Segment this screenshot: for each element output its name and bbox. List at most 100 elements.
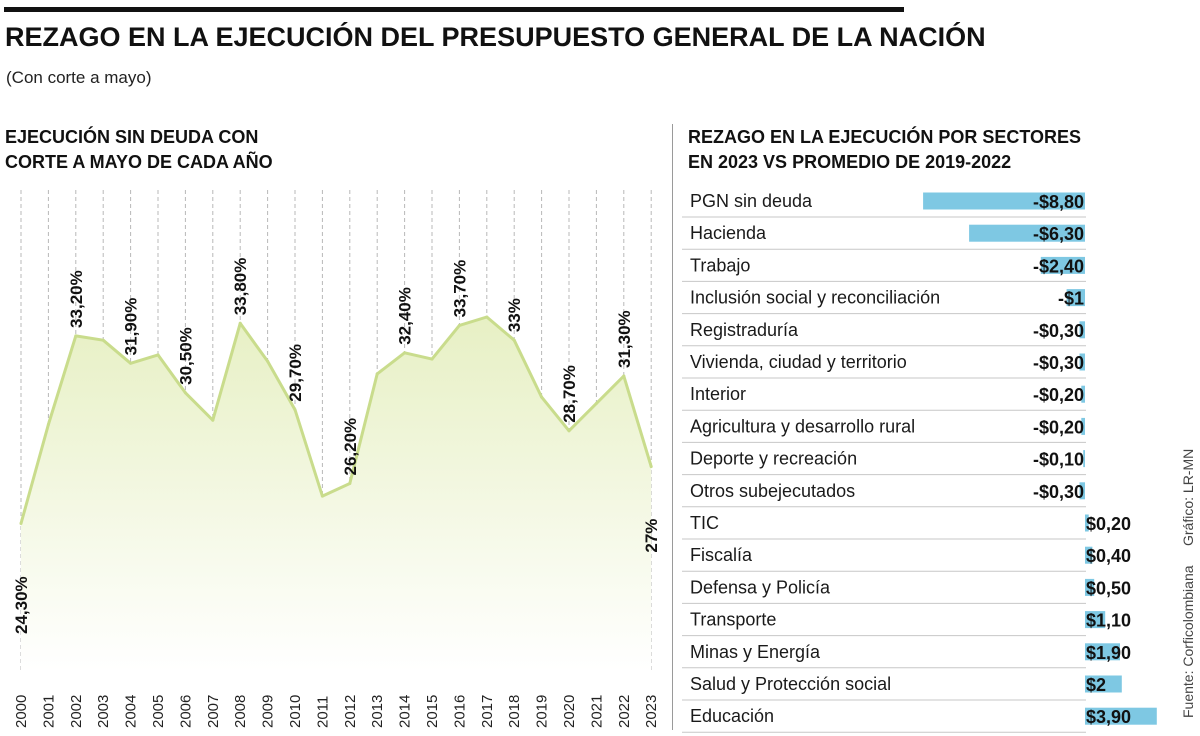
x-tick-2010: 2010 [287,695,304,728]
category-label-defensa-y-policia: Defensa y Policía [690,577,831,597]
x-tick-2006: 2006 [177,695,194,728]
data-label-2002: 33,20% [67,270,86,328]
point-2011 [320,494,324,498]
value-label-pgn-sin-deuda: -$8,80 [1033,192,1084,212]
value-label-hacienda: -$6,30 [1033,224,1084,244]
value-label-interior: -$0,20 [1033,385,1084,405]
category-label-pgn-sin-deuda: PGN sin deuda [690,191,813,211]
value-label-salud-y-proteccion-social: $2 [1086,675,1106,695]
bar-defensa-y-policia [1085,578,1095,596]
category-label-agricultura-y-desarrollo-rural: Agricultura y desarrollo rural [690,416,915,436]
data-label-2010: 29,70% [286,344,305,402]
data-label-2000: 24,30% [12,576,31,634]
value-label-fiscalia: $0,40 [1086,546,1131,566]
point-2020 [567,429,571,433]
point-2012 [348,482,352,485]
bar-deporte-y-recreacion [1083,450,1085,468]
bar-fiscalia [1085,546,1093,564]
data-label-2006: 30,50% [176,327,195,385]
x-tick-2005: 2005 [150,695,167,728]
category-label-transporte: Transporte [690,610,776,630]
point-2010 [293,408,297,412]
category-label-inclusion-social-y-reconciliacion: Inclusión social y reconciliación [690,288,940,308]
page-subtitle: (Con corte a mayo) [6,68,152,87]
x-tick-2009: 2009 [260,695,277,728]
x-tick-2001: 2001 [40,695,57,728]
line-chart-title: EJECUCIÓN SIN DEUDA CON CORTE A MAYO DE … [5,125,305,175]
data-label-2012: 26,20% [341,418,360,476]
point-2015 [430,357,434,361]
category-label-interior: Interior [690,384,746,404]
value-label-inclusion-social-y-reconciliacion: -$1 [1058,289,1084,309]
x-tick-2003: 2003 [95,695,112,728]
data-label-2008: 33,80% [231,258,250,316]
point-2003 [101,338,105,342]
point-2023 [649,465,653,469]
value-label-transporte: $1,10 [1086,611,1131,631]
point-2009 [266,359,270,363]
bar-educacion [1085,707,1157,725]
x-tick-2000: 2000 [13,695,30,728]
category-label-hacienda: Hacienda [690,223,767,243]
x-tick-2013: 2013 [369,695,386,728]
point-2014 [403,351,407,355]
point-2000 [19,522,23,525]
category-label-registraduria: Registraduría [690,320,799,340]
data-label-2014: 32,40% [396,287,415,345]
bar-vivienda-ciudad-y-territorio [1079,353,1085,371]
value-label-registraduria: -$0,30 [1033,321,1084,341]
category-label-minas-y-energia: Minas y Energía [690,642,821,662]
category-label-tic: TIC [690,513,719,533]
x-tick-2007: 2007 [205,695,222,728]
value-label-trabajo: -$2,40 [1033,256,1084,276]
x-tick-2016: 2016 [451,695,468,728]
point-2019 [540,395,544,399]
category-label-deporte-y-recreacion: Deporte y recreación [690,449,857,469]
value-label-agricultura-y-desarrollo-rural: -$0,20 [1033,417,1084,437]
bar-inclusion-social-y-reconciliacion [1066,289,1085,307]
bar-agricultura-y-desarrollo-rural [1081,417,1085,435]
value-label-tic: $0,20 [1086,514,1131,534]
line-chart-title-line-2: CORTE A MAYO DE CADA AÑO [5,152,273,172]
bar-pgn-sin-deuda [923,192,1085,210]
x-tick-2018: 2018 [506,695,523,728]
value-label-educacion: $3,90 [1086,707,1131,727]
bar-hacienda [969,224,1085,242]
bar-registraduria [1079,321,1085,339]
x-tick-2014: 2014 [397,695,414,728]
graphic-credit: Gráfico: LR-MN [1180,448,1196,546]
area-fill [21,317,652,671]
point-2001 [46,423,50,426]
bar-chart-title-line-1: REZAGO EN LA EJECUCIÓN POR SECTORES [688,127,1082,147]
bar-tic [1085,514,1089,532]
panel-divider [672,124,673,730]
top-rule [4,7,904,12]
bar-chart-title-line-2: EN 2023 VS PROMEDIO DE 2019-2022 [688,152,1012,172]
line-chart-title-line-1: EJECUCIÓN SIN DEUDA CON [5,127,259,147]
point-2021 [594,401,598,405]
x-tick-2002: 2002 [68,695,85,728]
x-tick-2021: 2021 [588,695,605,728]
point-2022 [622,374,626,378]
value-label-minas-y-energia: $1,90 [1086,643,1131,663]
bar-trabajo [1040,256,1085,274]
point-2018 [512,338,516,342]
bar-interior [1081,385,1085,403]
point-2005 [156,353,160,357]
value-label-otros-subejecutados: -$0,30 [1033,482,1084,502]
category-label-salud-y-proteccion-social: Salud y Protección social [690,674,891,694]
data-label-2023: 27% [642,519,661,553]
x-tick-2019: 2019 [534,695,551,728]
category-label-otros-subejecutados: Otros subejecutados [690,481,855,501]
source-credit: Fuente: Corficolombiana [1180,565,1196,718]
data-label-2020: 28,70% [560,365,579,423]
point-2006 [183,391,187,395]
data-label-2016: 33,70% [450,260,469,318]
point-2007 [211,418,215,422]
execution-area-chart: 2000 2001 2002 2003 2004 2005 2006 2007 2008 2009… [12,190,661,728]
page-title: REZAGO EN LA EJECUCIÓN DEL PRESUPUESTO G… [5,22,986,52]
x-tick-2008: 2008 [232,695,249,728]
x-tick-2012: 2012 [342,695,359,728]
bar-minas-y-energia [1085,643,1120,661]
value-label-vivienda-ciudad-y-territorio: -$0,30 [1033,353,1084,373]
